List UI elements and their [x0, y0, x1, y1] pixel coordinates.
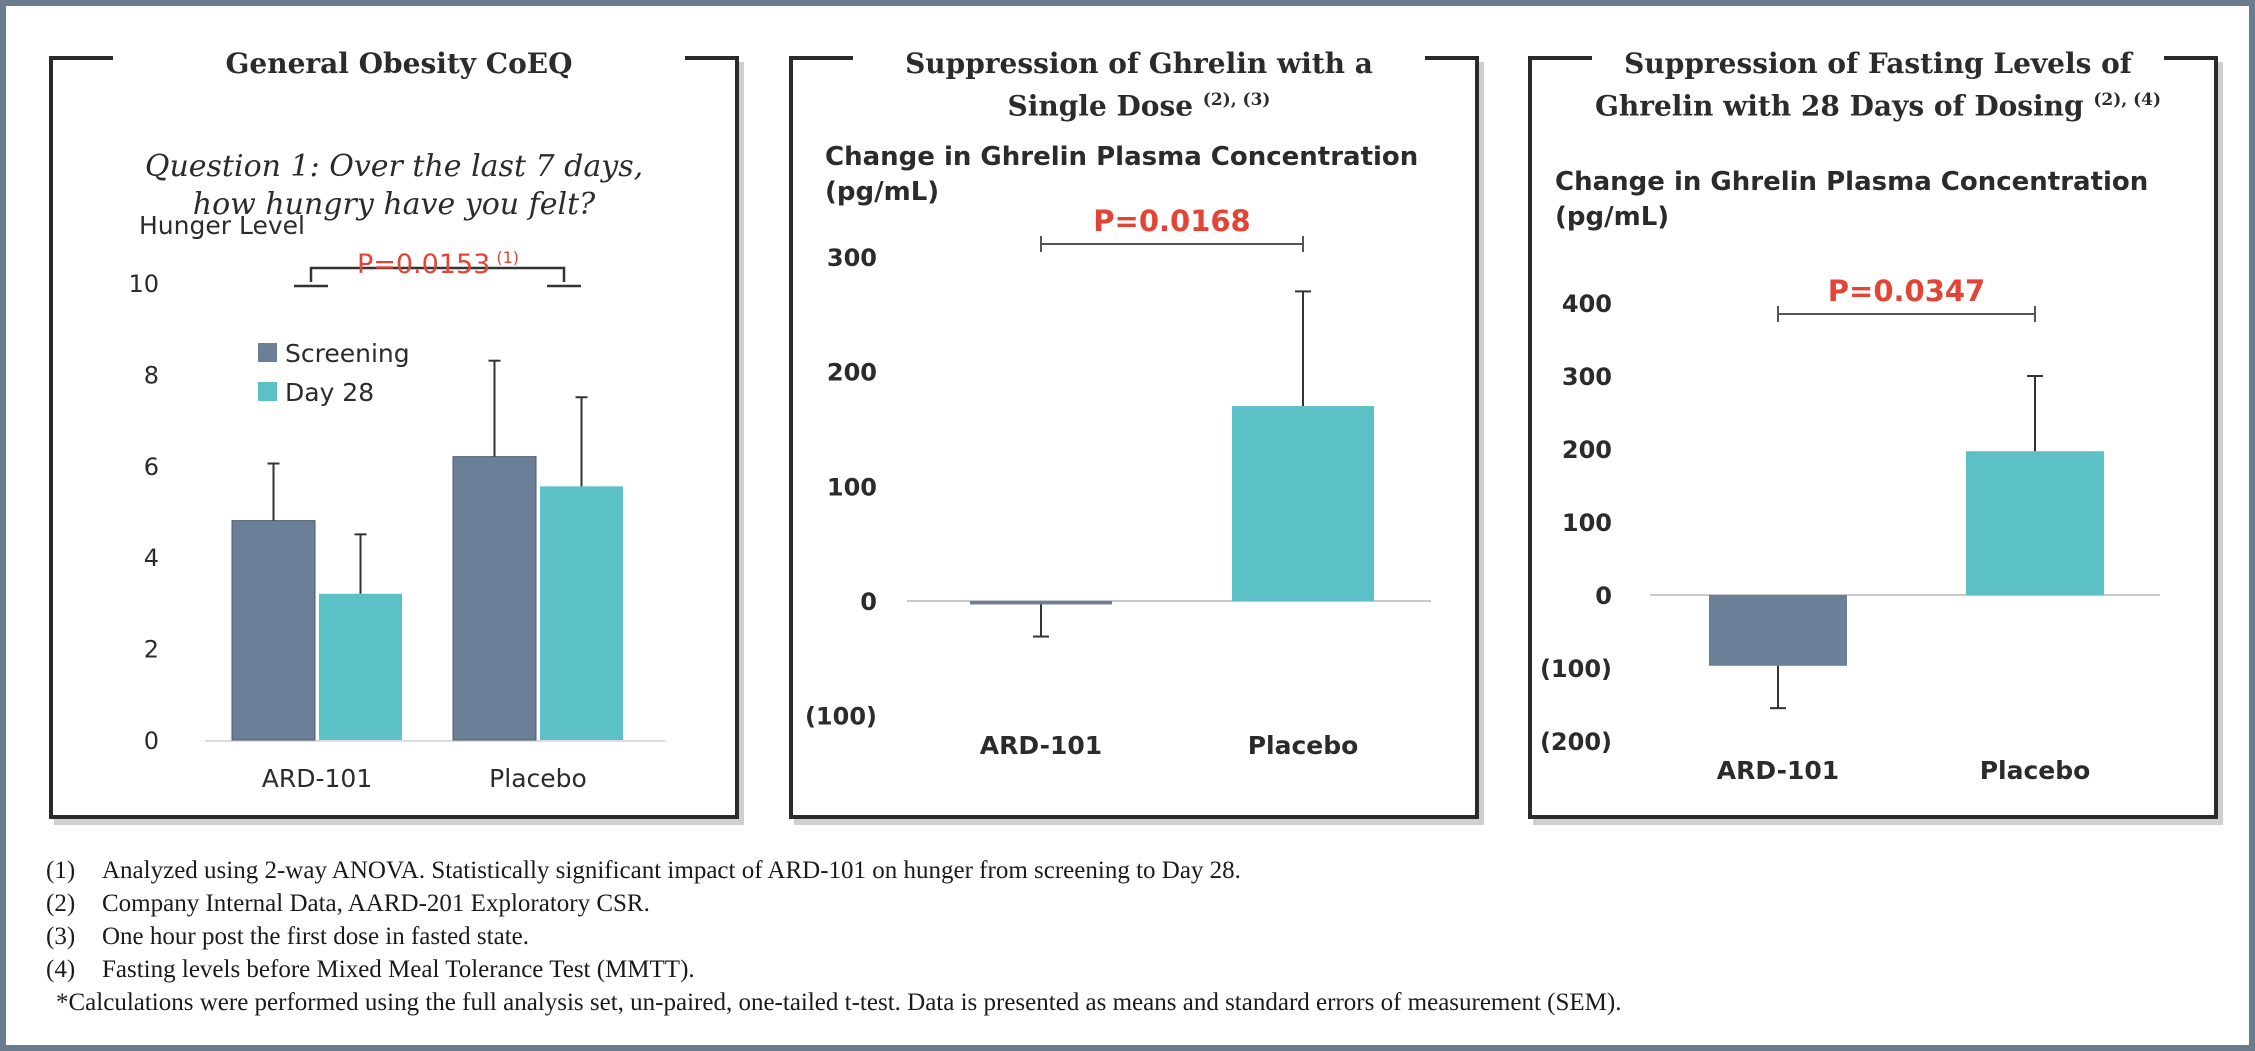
p-value: P=0.0153 (1) — [357, 248, 519, 280]
chart-ghrelin-single-dose: Change in Ghrelin Plasma Concentration (… — [805, 142, 1431, 760]
panel-title: Suppression of Ghrelin with a Single Dos… — [853, 40, 1425, 131]
legend-swatch — [258, 382, 277, 401]
y-tick-label: 0 — [860, 588, 877, 616]
legend-swatch — [258, 343, 277, 362]
question-text: Question 1: Over the last 7 days, how hu… — [73, 148, 715, 224]
y-tick-label: 400 — [1562, 290, 1612, 318]
panel-title: Suppression of Fasting Levels of Ghrelin… — [1592, 40, 2164, 131]
y-tick-label: (100) — [805, 703, 877, 731]
panel-title-line-1: Suppression of Ghrelin with a — [905, 47, 1373, 80]
footnote-methods: *Calculations were performed using the f… — [56, 989, 1622, 1016]
y-tick-label: 100 — [1562, 509, 1612, 537]
y-axis-label: Change in Ghrelin Plasma Concentration — [825, 142, 1418, 172]
y-axis-unit: (pg/mL) — [1555, 202, 1669, 232]
y-tick-label: (100) — [1540, 655, 1612, 683]
footnote-3: (3) One hour post the first dose in faste… — [46, 923, 529, 950]
p-value-footnote-ref: (1) — [496, 248, 519, 267]
panel-title-text: General Obesity CoEQ — [225, 47, 573, 80]
y-tick-label: (200) — [1540, 728, 1612, 756]
bar — [970, 601, 1112, 605]
panel-ghrelin-single-dose: Suppression of Ghrelin with a Single Dos… — [789, 40, 1479, 819]
x-tick-label: Placebo — [489, 764, 587, 793]
y-axis-label: Hunger Level — [139, 211, 305, 240]
y-tick-label: 2 — [144, 636, 159, 664]
y-tick-label: 300 — [1562, 363, 1612, 391]
footnote-4: (4) Fasting levels before Mixed Meal Tole… — [46, 956, 695, 983]
title-superscript: (2), (3) — [1202, 90, 1271, 110]
x-tick-label: ARD-101 — [262, 764, 372, 793]
chart-ghrelin-28-days: Change in Ghrelin Plasma Concentration (… — [1540, 167, 2160, 785]
y-tick-label: 200 — [827, 359, 877, 387]
x-tick-label: Placebo — [1248, 731, 1359, 760]
panel-title-line-1: Suppression of Fasting Levels of — [1624, 47, 2132, 80]
y-tick-label: 8 — [144, 361, 159, 389]
y-tick-label: 100 — [827, 473, 877, 501]
p-value: P=0.0168 — [1093, 204, 1250, 238]
panel-title: General Obesity CoEQ — [113, 40, 685, 88]
question-line-1: Question 1: Over the last 7 days, — [144, 149, 644, 184]
y-tick-label: 0 — [144, 727, 159, 755]
footnote-2: (2) Company Internal Data, AARD-201 Explo… — [46, 890, 650, 917]
y-axis-unit: (pg/mL) — [825, 177, 939, 207]
panel-hunger: General Obesity CoEQ Question 1: Over th… — [49, 40, 739, 819]
bar — [1966, 451, 2104, 595]
x-tick-label: Placebo — [1980, 756, 2091, 785]
p-value: P=0.0347 — [1828, 274, 1985, 308]
footnote-1: (1) Analyzed using 2-way ANOVA. Statistic… — [46, 857, 1241, 884]
bar — [540, 486, 623, 740]
y-tick-label: 10 — [128, 270, 159, 298]
y-tick-label: 300 — [827, 244, 877, 272]
x-tick-label: ARD-101 — [980, 731, 1102, 760]
bar — [1709, 595, 1847, 666]
y-tick-label: 0 — [1595, 582, 1612, 610]
significance-bracket — [309, 266, 566, 282]
x-tick-label: ARD-101 — [1717, 756, 1839, 785]
panel-title-line-2: Ghrelin with 28 Days of Dosing (2), (4) — [1594, 89, 2162, 123]
panel-title-line-2: Single Dose (2), (3) — [1007, 89, 1271, 123]
chart-hunger: Hunger Level 0 2 4 6 8 10 ARD-101 Placebo Screen… — [128, 211, 665, 793]
y-tick-label: 6 — [144, 453, 159, 481]
y-axis-label: Change in Ghrelin Plasma Concentration — [1555, 167, 2148, 197]
legend-label: Screening — [285, 339, 410, 368]
y-tick-label: 200 — [1562, 436, 1612, 464]
question-line-2: how hungry have you felt? — [192, 187, 596, 222]
bar — [231, 520, 316, 741]
bar — [1232, 406, 1374, 601]
footnotes: (1) Analyzed using 2-way ANOVA. Statistic… — [46, 854, 2216, 1019]
panel-ghrelin-28-days: Suppression of Fasting Levels of Ghrelin… — [1528, 40, 2218, 819]
y-tick-label: 4 — [144, 544, 159, 572]
bar — [319, 593, 402, 740]
title-superscript: (2), (4) — [2093, 90, 2162, 110]
legend-label: Day 28 — [285, 378, 374, 407]
bar — [452, 456, 537, 741]
